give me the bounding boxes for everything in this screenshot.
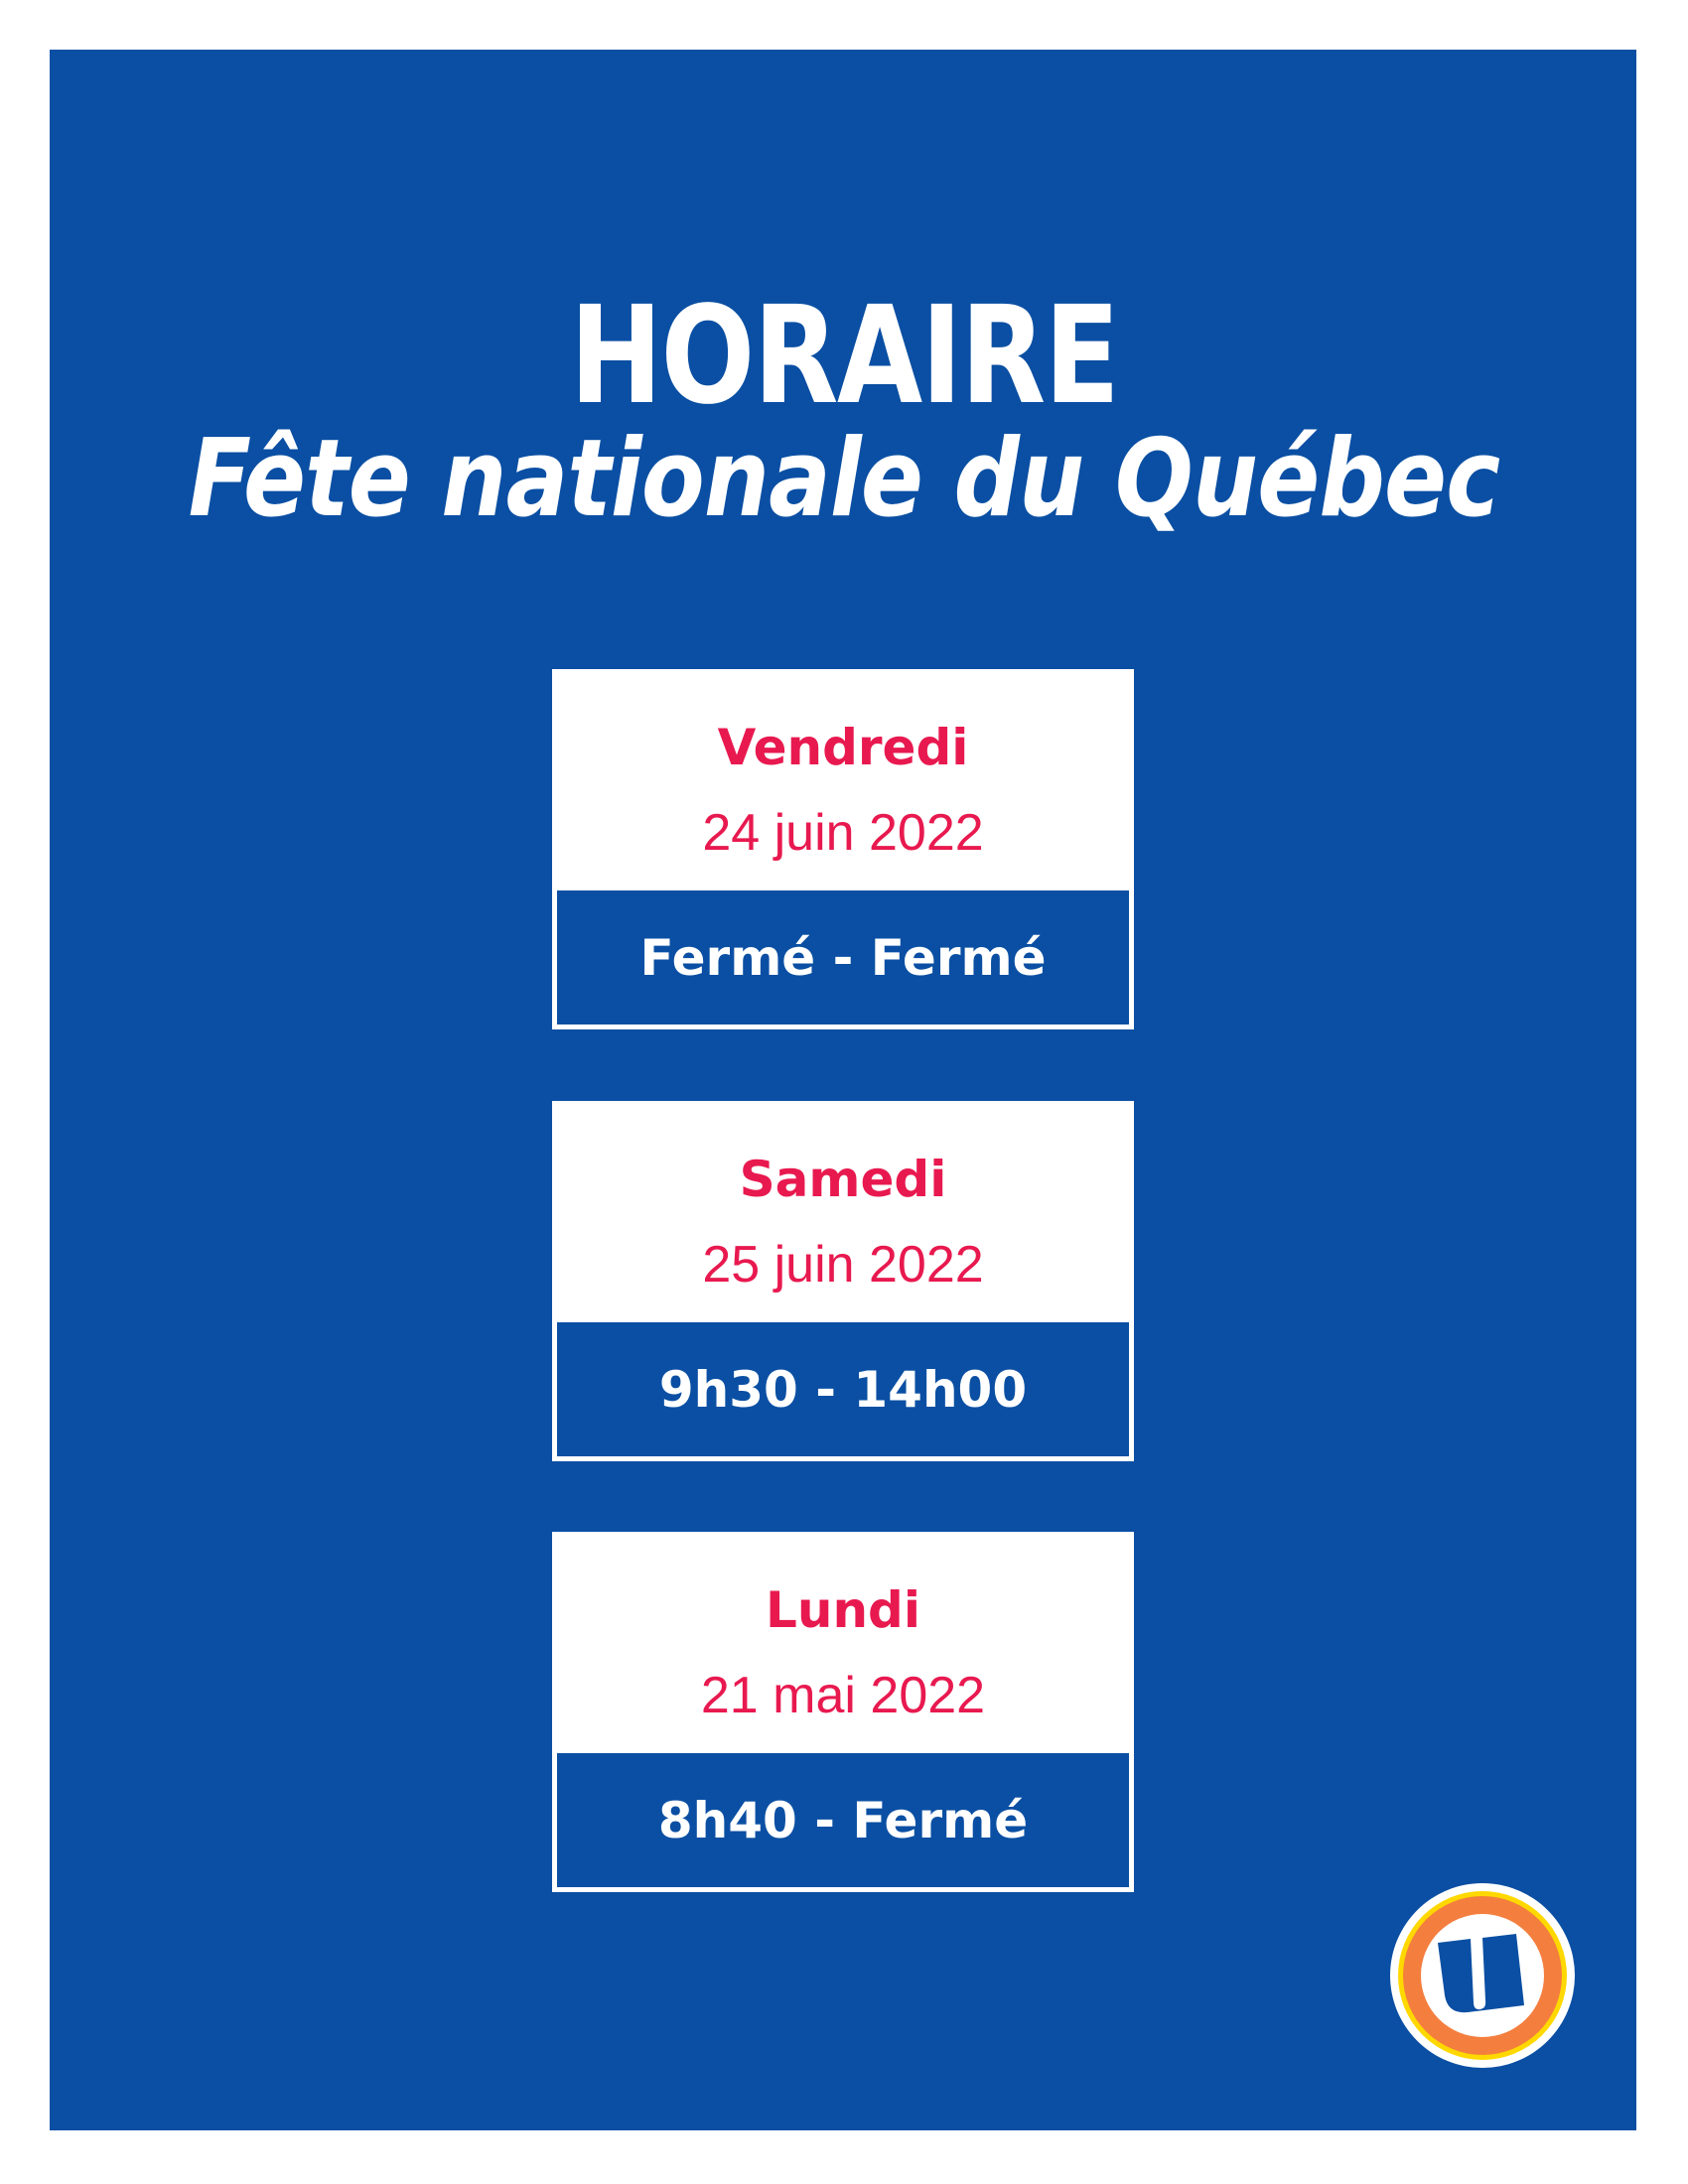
schedule-day: Samedi <box>739 1151 947 1208</box>
page-title: HORAIRE <box>569 278 1120 435</box>
schedule-date: 21 mai 2022 <box>700 1667 986 1724</box>
schedule-day: Vendredi <box>717 719 969 776</box>
page-subtitle: Fête nationale du Québec <box>188 417 1501 541</box>
schedule-hours: 9h30 - 14h00 <box>557 1322 1129 1456</box>
schedule-date: 25 juin 2022 <box>702 1236 984 1294</box>
schedule-hours: 8h40 - Fermé <box>557 1753 1129 1887</box>
schedule-day: Lundi <box>766 1581 920 1639</box>
schedule-date: 24 juin 2022 <box>702 804 984 862</box>
schedule-card: Vendredi 24 juin 2022 Fermé - Fermé <box>552 669 1134 1029</box>
schedule-card: Samedi 25 juin 2022 9h30 - 14h00 <box>552 1101 1134 1461</box>
schedule-hours: Fermé - Fermé <box>557 890 1129 1024</box>
u-logo-icon <box>1390 1883 1575 2068</box>
schedule-card: Lundi 21 mai 2022 8h40 - Fermé <box>552 1532 1134 1892</box>
